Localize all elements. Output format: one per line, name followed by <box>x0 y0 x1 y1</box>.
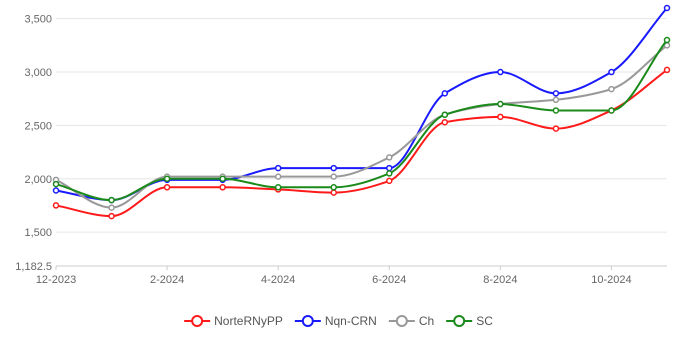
legend-item-norternypp[interactable]: NorteRNyPP <box>184 314 283 328</box>
y-tick-label: 1,182.5 <box>15 261 52 273</box>
legend-marker-icon <box>191 315 204 327</box>
data-point-sc <box>52 180 60 188</box>
data-point-nqn-crn <box>386 164 393 172</box>
legend-item-ch[interactable]: Ch <box>388 314 434 328</box>
x-tick-label: 4-2024 <box>261 274 295 286</box>
data-point-nqn-crn <box>497 68 504 76</box>
data-point-norternypp <box>663 66 671 74</box>
data-point-sc <box>108 196 115 204</box>
x-tick-label: 2-2024 <box>150 274 184 286</box>
data-point-nqn-crn <box>663 4 671 12</box>
data-point-sc <box>274 184 282 191</box>
data-point-ch <box>386 154 393 161</box>
legend-label: NorteRNyPP <box>214 314 283 328</box>
data-point-norternypp <box>163 184 171 191</box>
data-point-norternypp <box>219 184 226 191</box>
data-point-sc <box>497 100 504 108</box>
legend-marker-icon <box>301 315 314 327</box>
series-line-norternypp <box>55 69 668 218</box>
data-point-sc <box>441 111 449 118</box>
data-point-ch <box>330 173 337 180</box>
data-point-ch <box>552 96 560 104</box>
legend-marker-icon <box>453 315 466 327</box>
data-point-ch <box>608 85 615 93</box>
x-tick-label: 8-2024 <box>483 274 517 286</box>
y-tick-label: 2,000 <box>24 174 52 186</box>
data-point-norternypp <box>108 212 115 220</box>
y-tick-label: 2,500 <box>24 120 52 132</box>
legend-item-nqn-crn[interactable]: Nqn-CRN <box>294 314 377 328</box>
x-tick-label: 12-2023 <box>36 274 76 286</box>
data-point-sc <box>663 36 671 44</box>
legend-label: Ch <box>419 314 434 328</box>
data-point-nqn-crn <box>330 164 337 172</box>
data-point-sc <box>330 184 337 191</box>
data-point-nqn-crn <box>274 164 282 172</box>
data-point-nqn-crn <box>441 90 449 97</box>
data-point-nqn-crn <box>52 187 60 194</box>
data-point-nqn-crn <box>608 68 615 76</box>
data-point-sc <box>552 107 560 114</box>
y-tick-label: 3,000 <box>24 67 52 79</box>
legend-label: Nqn-CRN <box>325 314 377 328</box>
x-tick-label: 6-2024 <box>372 274 406 286</box>
data-point-norternypp <box>330 189 337 196</box>
data-point-norternypp <box>441 118 449 126</box>
data-point-norternypp <box>552 125 560 132</box>
data-point-sc <box>608 107 615 114</box>
data-point-ch <box>274 173 282 180</box>
series-line-sc <box>55 39 668 202</box>
data-point-norternypp <box>52 202 60 209</box>
data-point-sc <box>386 170 393 177</box>
data-point-ch <box>108 204 115 211</box>
legend-label: SC <box>476 314 493 328</box>
data-point-norternypp <box>386 177 393 185</box>
data-point-nqn-crn <box>552 90 560 97</box>
legend-marker-icon <box>395 315 408 327</box>
data-point-sc <box>163 175 171 183</box>
data-point-sc <box>219 175 226 183</box>
x-tick-label: 10-2024 <box>591 274 631 286</box>
y-tick-label: 1,500 <box>24 227 52 239</box>
y-tick-label: 3,500 <box>24 14 52 26</box>
data-point-norternypp <box>497 113 504 121</box>
legend-item-sc[interactable]: SC <box>446 314 493 328</box>
